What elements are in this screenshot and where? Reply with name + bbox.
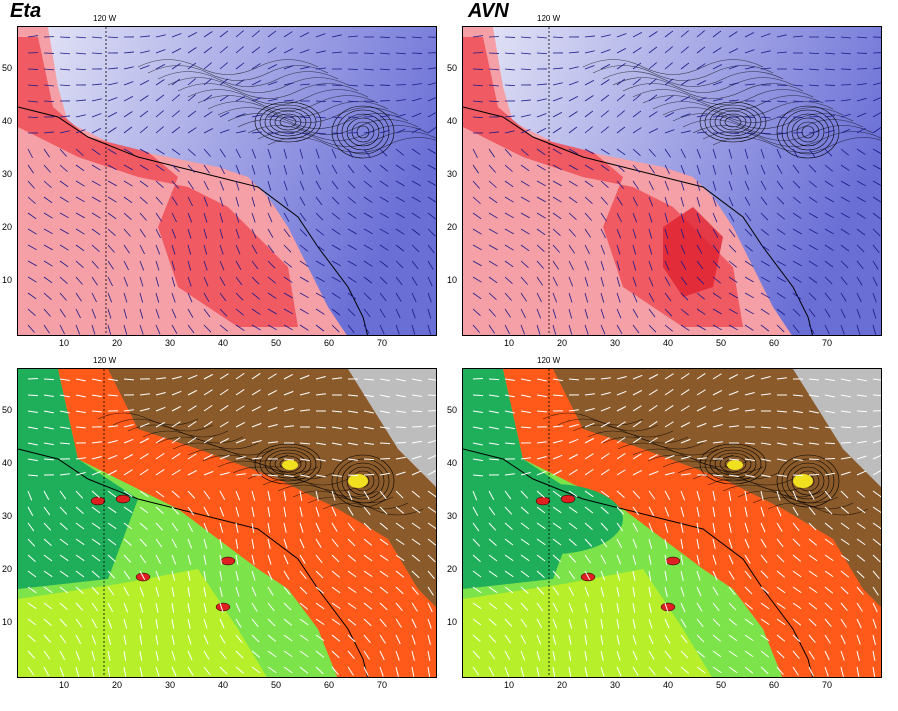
x-tick-label: 50 [716,338,727,348]
lon-label-bottom-right: 120 W [537,356,561,365]
x-tick-label: 40 [218,338,229,348]
x-tick-label: 10 [59,680,70,690]
x-tick-label: 30 [165,338,176,348]
x-tick-label: 60 [769,338,780,348]
y-tick-label: 50 [2,405,13,415]
x-tick-label: 40 [663,338,674,348]
x-tick-label: 30 [610,680,621,690]
x-tick-label: 70 [377,680,388,690]
panel-title-avn: AVN [468,0,509,22]
y-tick-label: 40 [2,116,13,126]
x-tick-label: 20 [112,338,123,348]
x-tick-label: 60 [324,680,335,690]
x-tick-label: 20 [112,680,123,690]
x-tick-label: 10 [59,338,70,348]
y-tick-label: 20 [447,222,458,232]
x-tick-label: 40 [663,680,674,690]
x-tick-label: 50 [271,338,282,348]
x-tick-label: 20 [557,338,568,348]
y-tick-label: 50 [447,405,458,415]
y-tick-label: 20 [2,564,13,574]
y-tick-label: 20 [447,564,458,574]
x-tick-label: 40 [218,680,229,690]
y-tick-label: 10 [2,275,13,285]
x-tick-label: 30 [165,680,176,690]
y-tick-label: 40 [447,458,458,468]
lon-label-top-right: 120 W [537,14,561,23]
x-tick-label: 60 [324,338,335,348]
x-tick-label: 70 [377,338,388,348]
y-tick-label: 30 [2,169,13,179]
y-tick-label: 40 [2,458,13,468]
lon-label-top-left: 120 W [93,14,117,23]
avn-terrain-wind-map [462,368,882,678]
x-tick-label: 50 [271,680,282,690]
lon-label-bottom-left: 120 W [93,356,117,365]
y-tick-label: 30 [2,511,13,521]
y-tick-label: 20 [2,222,13,232]
x-tick-label: 70 [822,338,833,348]
y-tick-label: 10 [447,275,458,285]
y-tick-label: 50 [2,63,13,73]
x-tick-label: 60 [769,680,780,690]
eta-temperature-map [17,26,437,336]
y-tick-label: 50 [447,63,458,73]
x-tick-label: 20 [557,680,568,690]
y-tick-label: 10 [2,617,13,627]
x-tick-label: 50 [716,680,727,690]
y-tick-label: 30 [447,511,458,521]
y-tick-label: 10 [447,617,458,627]
eta-terrain-wind-map [17,368,437,678]
x-tick-label: 10 [504,680,515,690]
avn-temperature-map [462,26,882,336]
x-tick-label: 30 [610,338,621,348]
y-tick-label: 30 [447,169,458,179]
x-tick-label: 10 [504,338,515,348]
x-tick-label: 70 [822,680,833,690]
panel-title-eta: Eta [10,0,42,22]
y-tick-label: 40 [447,116,458,126]
